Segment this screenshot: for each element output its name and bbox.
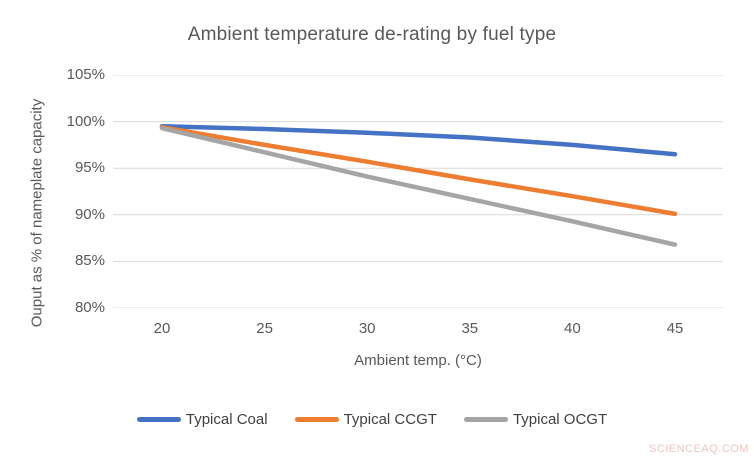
y-tick-label: 90%: [74, 205, 105, 223]
legend-item-typical-ccgt: Typical CCGT: [294, 411, 437, 428]
legend-label: Typical Coal: [185, 411, 268, 428]
legend-line-swatch-icon: [463, 417, 508, 422]
x-tick-label: 35: [461, 320, 479, 337]
legend-item-typical-coal: Typical Coal: [136, 411, 268, 428]
legend-line-swatch-icon: [136, 417, 181, 422]
y-tick-label: 95%: [74, 159, 105, 177]
x-tick-label: 30: [358, 320, 376, 337]
chart-title: Ambient temperature de-rating by fuel ty…: [187, 24, 557, 45]
series-line-typical-ocgt: [159, 125, 678, 247]
y-tick-label: 85%: [74, 252, 105, 270]
legend-item-typical-ocgt: Typical OCGT: [463, 411, 608, 428]
x-tick-label: 40: [564, 320, 581, 337]
legend-label: Typical OCGT: [512, 411, 608, 428]
y-axis-title: Ouput as % of nameplate capacity: [28, 98, 46, 328]
chart-legend: Typical Coal Typical CCGT Typical OCGT: [0, 411, 744, 428]
legend-label: Typical CCGT: [343, 411, 437, 428]
y-tick-label: 80%: [74, 299, 105, 316]
x-axis-title: Ambient temp. (°C): [354, 352, 482, 369]
plot-area: [113, 75, 723, 308]
x-tick-label: 25: [256, 320, 273, 337]
x-tick-label: 45: [666, 320, 684, 337]
y-tick-label: 105%: [66, 66, 105, 83]
y-tick-label: 100%: [66, 112, 105, 130]
watermark-text: SCIENCEAQ.COM: [648, 443, 749, 455]
series-line-typical-coal: [159, 124, 678, 157]
series-line-typical-ccgt: [159, 124, 678, 217]
x-tick-label: 20: [153, 320, 171, 337]
legend-line-swatch-icon: [294, 417, 339, 422]
